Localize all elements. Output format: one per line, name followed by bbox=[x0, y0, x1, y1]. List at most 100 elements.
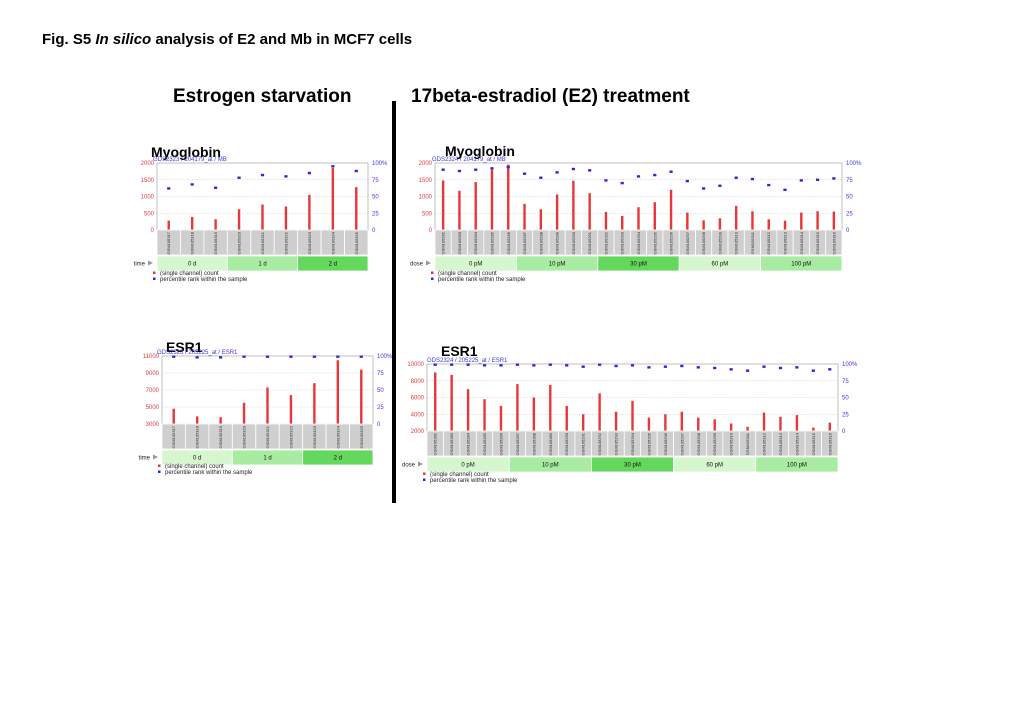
count-bar bbox=[532, 397, 536, 431]
percentile-marker bbox=[750, 177, 755, 181]
percentile-marker bbox=[482, 364, 487, 367]
count-bar bbox=[614, 411, 618, 431]
percentile-marker bbox=[713, 366, 717, 370]
percentile-marker bbox=[734, 176, 738, 179]
sample-id-label: GSM105295 bbox=[652, 231, 657, 254]
sample-id-label: GSM105324 bbox=[335, 425, 340, 448]
sample-id-label: GSM105299 bbox=[717, 231, 722, 254]
y-tick-label: 2000 bbox=[141, 161, 155, 167]
percentile-marker bbox=[433, 363, 437, 366]
sample-id-label: GSM105320 bbox=[237, 231, 242, 254]
count-bar bbox=[565, 405, 568, 431]
sample-id-label: GSM105317 bbox=[171, 425, 176, 448]
sample-id-label: GSM105316 bbox=[831, 231, 836, 254]
count-bar bbox=[237, 209, 241, 230]
sample-id-label: GSM105313 bbox=[778, 432, 783, 455]
group-label: 0 d bbox=[188, 262, 196, 268]
y-tick-label: 2000 bbox=[411, 429, 425, 435]
count-bar bbox=[466, 389, 470, 431]
factor-arrow-icon bbox=[148, 260, 153, 266]
group-label: 100 pM bbox=[787, 463, 807, 469]
percentile-marker bbox=[581, 365, 585, 368]
group-label: 0 pM bbox=[469, 262, 482, 268]
count-bar bbox=[289, 395, 293, 424]
group-label: 60 pM bbox=[712, 262, 729, 268]
heading-e2-treatment: 17beta-estradiol (E2) treatment bbox=[411, 86, 690, 107]
group-cell bbox=[297, 255, 369, 272]
sample-id-label: GSM105312 bbox=[766, 231, 771, 254]
percentile-marker bbox=[172, 355, 176, 358]
percentile-marker bbox=[331, 165, 335, 168]
percentile-marker bbox=[828, 368, 832, 371]
group-label: 60 pM bbox=[706, 463, 723, 469]
legend-percentile-swatch bbox=[431, 277, 434, 280]
percentile-marker bbox=[718, 184, 722, 187]
percentile-tick-label: 0 bbox=[842, 429, 846, 435]
count-bar bbox=[637, 207, 640, 230]
count-bar bbox=[800, 212, 803, 230]
sample-id-label: GSM105319 bbox=[213, 231, 218, 254]
percentile-marker bbox=[336, 355, 340, 358]
percentile-marker bbox=[588, 169, 592, 172]
y-tick-label: 4000 bbox=[411, 412, 425, 418]
sample-id-label: GSM105325 bbox=[359, 425, 364, 448]
percentile-marker bbox=[307, 171, 311, 175]
percentile-tick-label: 25 bbox=[842, 412, 849, 418]
y-tick-label: 11000 bbox=[143, 354, 160, 360]
percentile-marker bbox=[799, 179, 803, 182]
count-bar bbox=[581, 414, 585, 431]
sample-id-label: GSM105312 bbox=[762, 432, 767, 455]
percentile-marker bbox=[466, 363, 470, 366]
count-bar bbox=[779, 416, 782, 431]
count-bar bbox=[631, 400, 634, 431]
count-bar bbox=[598, 393, 601, 431]
count-bar bbox=[647, 417, 651, 431]
count-bar bbox=[441, 180, 445, 230]
percentile-marker bbox=[565, 364, 569, 367]
legend-count-label: (single channel) count bbox=[165, 464, 224, 470]
count-bar bbox=[507, 164, 510, 230]
percentile-tick-label: 50 bbox=[372, 195, 379, 201]
sample-id-label: GSM105284 bbox=[473, 231, 478, 254]
group-cell bbox=[760, 255, 843, 272]
percentile-tick-label: 25 bbox=[377, 405, 384, 411]
legend-count-swatch bbox=[158, 464, 161, 467]
group-cell bbox=[755, 456, 839, 473]
y-tick-label: 500 bbox=[144, 211, 155, 217]
sample-id-label: GSM105319 bbox=[218, 425, 223, 448]
figure-title: Fig. S5 In silico analysis of E2 and Mb … bbox=[42, 31, 412, 48]
sample-id-label: GSM105293 bbox=[614, 432, 619, 455]
percentile-tick-label: 75 bbox=[842, 379, 849, 385]
percentile-marker bbox=[696, 366, 700, 369]
y-tick-label: 6000 bbox=[411, 396, 425, 402]
sample-id-label: GSM105311 bbox=[750, 231, 755, 254]
sample-id-label: GSM105322 bbox=[283, 231, 288, 254]
legend-count-label: (single channel) count bbox=[160, 271, 219, 277]
percentile-marker bbox=[745, 369, 750, 372]
sample-id-label: GSM105323 bbox=[307, 231, 312, 254]
figure-title-prefix: Fig. S5 bbox=[42, 31, 92, 48]
percentile-marker bbox=[506, 165, 510, 169]
legend-percentile-swatch bbox=[153, 277, 156, 280]
percentile-marker bbox=[685, 179, 689, 183]
count-bar bbox=[767, 219, 770, 230]
percentile-marker bbox=[811, 369, 815, 372]
count-bar bbox=[702, 220, 705, 230]
percentile-marker bbox=[669, 170, 673, 173]
sample-cell bbox=[825, 229, 843, 256]
count-bar bbox=[816, 211, 819, 230]
chart-1: GDS2324 / 204179_at / MB2000150010005000… bbox=[410, 157, 862, 283]
percentile-marker bbox=[614, 364, 618, 368]
sample-id-label: GSM105299 bbox=[712, 432, 717, 455]
count-bar bbox=[832, 211, 836, 230]
count-bar bbox=[783, 220, 787, 230]
factor-label: time bbox=[134, 262, 146, 268]
count-bar bbox=[214, 219, 217, 230]
sample-id-label: GSM105324 bbox=[330, 231, 335, 254]
count-bar bbox=[718, 218, 722, 230]
percentile-tick-label: 100% bbox=[846, 161, 862, 167]
percentile-marker bbox=[680, 364, 684, 368]
y-tick-label: 3000 bbox=[146, 422, 160, 428]
count-bar bbox=[313, 383, 316, 424]
